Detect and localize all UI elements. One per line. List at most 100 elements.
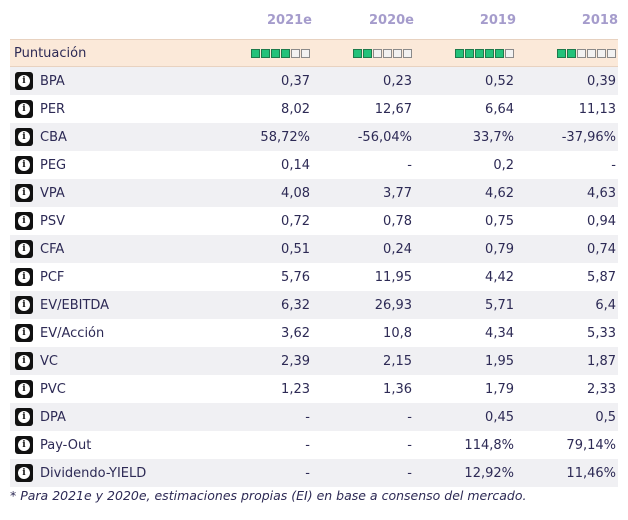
- rating-box-empty: [587, 48, 596, 58]
- footnote: * Para 2021e y 2020e, estimaciones propi…: [10, 488, 527, 503]
- metric-value: 11,95: [374, 269, 412, 285]
- table-row: i PVC 1,23 1,36 1,79 2,33: [10, 375, 618, 403]
- metric-value: 0,14: [281, 157, 310, 173]
- header-spacer: [10, 8, 210, 34]
- metric-value: 3,62: [281, 325, 310, 341]
- info-icon[interactable]: i: [15, 184, 33, 202]
- rating-box-empty: [383, 48, 392, 58]
- info-icon[interactable]: i: [15, 380, 33, 398]
- score-rating-2019: [414, 48, 514, 58]
- info-icon[interactable]: i: [15, 352, 33, 370]
- metric-value: -: [407, 437, 412, 453]
- metric-value: 0,78: [383, 213, 412, 229]
- metric-value: 0,37: [281, 73, 310, 89]
- metric-value: 5,33: [587, 325, 616, 341]
- rating-box-empty: [597, 48, 606, 58]
- metric-value: 4,63: [587, 185, 616, 201]
- rating-box-filled: [557, 48, 566, 58]
- metric-value: -: [407, 157, 412, 173]
- rating-box-empty: [607, 48, 616, 58]
- metric-value: 0,74: [587, 241, 616, 257]
- metric-label: PEG: [40, 157, 67, 173]
- metric-value: 58,72%: [260, 129, 310, 145]
- rating-box-filled: [475, 48, 484, 58]
- rating-box-empty: [393, 48, 402, 58]
- rating-box-filled: [455, 48, 464, 58]
- info-icon[interactable]: i: [15, 212, 33, 230]
- info-icon[interactable]: i: [15, 128, 33, 146]
- metric-value: 79,14%: [566, 437, 616, 453]
- metric-value: -: [407, 409, 412, 425]
- metric-value: 0,2: [493, 157, 514, 173]
- info-icon[interactable]: i: [15, 464, 33, 482]
- metric-value: -: [611, 157, 616, 173]
- info-icon[interactable]: i: [15, 72, 33, 90]
- rating-box-filled: [485, 48, 494, 58]
- info-icon[interactable]: i: [15, 156, 33, 174]
- metric-value: 5,76: [281, 269, 310, 285]
- table-row: i CBA 58,72% -56,04% 33,7% -37,96%: [10, 123, 618, 151]
- metric-value: 1,95: [485, 353, 514, 369]
- metric-value: 0,72: [281, 213, 310, 229]
- metric-value: 4,42: [485, 269, 514, 285]
- info-icon[interactable]: i: [15, 268, 33, 286]
- metric-label: BPA: [40, 73, 65, 89]
- metric-value: 2,33: [587, 381, 616, 397]
- metric-label: CFA: [40, 241, 65, 257]
- metric-value: 26,93: [374, 297, 412, 313]
- rating-box-empty: [577, 48, 586, 58]
- metric-value: 0,79: [485, 241, 514, 257]
- table-row: i PCF 5,76 11,95 4,42 5,87: [10, 263, 618, 291]
- info-icon[interactable]: i: [15, 100, 33, 118]
- metric-value: 11,46%: [566, 465, 616, 481]
- metric-value: 6,4: [595, 297, 616, 313]
- rating-box-filled: [567, 48, 576, 58]
- metric-value: -: [407, 465, 412, 481]
- metric-value: 1,36: [383, 381, 412, 397]
- rating-box-filled: [261, 48, 270, 58]
- table-row: i EV/EBITDA 6,32 26,93 5,71 6,4: [10, 291, 618, 319]
- score-label: Puntuación: [14, 45, 87, 61]
- score-rating-2018: [516, 48, 616, 58]
- metric-value: -: [305, 465, 310, 481]
- table-row: i EV/Acción 3,62 10,8 4,34 5,33: [10, 319, 618, 347]
- metric-value: 12,67: [374, 101, 412, 117]
- table-row: i Dividendo-YIELD - - 12,92% 11,46%: [10, 459, 618, 487]
- rating-box-empty: [373, 48, 382, 58]
- table-row: i PER 8,02 12,67 6,64 11,13: [10, 95, 618, 123]
- table-row: i Pay-Out - - 114,8% 79,14%: [10, 431, 618, 459]
- info-icon[interactable]: i: [15, 324, 33, 342]
- metric-label: PCF: [40, 269, 65, 285]
- info-icon[interactable]: i: [15, 240, 33, 258]
- metric-value: 0,94: [587, 213, 616, 229]
- metric-value: 0,51: [281, 241, 310, 257]
- metric-value: 4,08: [281, 185, 310, 201]
- rating-box-filled: [281, 48, 290, 58]
- table-row: i CFA 0,51 0,24 0,79 0,74: [10, 235, 618, 263]
- table-row: i VPA 4,08 3,77 4,62 4,63: [10, 179, 618, 207]
- metric-value: 114,8%: [464, 437, 514, 453]
- metric-value: 10,8: [383, 325, 412, 341]
- metric-value: -37,96%: [561, 129, 616, 145]
- metric-value: 0,45: [485, 409, 514, 425]
- metric-label: Pay-Out: [40, 437, 92, 453]
- info-icon[interactable]: i: [15, 408, 33, 426]
- metric-label: PSV: [40, 213, 65, 229]
- metric-label: EV/EBITDA: [40, 297, 110, 313]
- metric-value: 11,13: [578, 101, 616, 117]
- metric-value: 33,7%: [472, 129, 514, 145]
- metric-label: PVC: [40, 381, 66, 397]
- info-icon[interactable]: i: [15, 296, 33, 314]
- table-row: i DPA - - 0,45 0,5: [10, 403, 618, 431]
- metric-label: DPA: [40, 409, 66, 425]
- score-rating-2021e: [210, 48, 310, 58]
- metric-label: VC: [40, 353, 58, 369]
- metric-label: Dividendo-YIELD: [40, 465, 147, 481]
- column-header-2021e: 2021e: [267, 13, 312, 28]
- metric-label: CBA: [40, 129, 67, 145]
- metric-value: 6,64: [485, 101, 514, 117]
- ratios-table: Puntuación i BPA 0,37 0,23 0,52 0,39 i PER 8,02 1…: [10, 39, 618, 487]
- info-icon[interactable]: i: [15, 436, 33, 454]
- rating-box-filled: [363, 48, 372, 58]
- metric-value: 1,79: [485, 381, 514, 397]
